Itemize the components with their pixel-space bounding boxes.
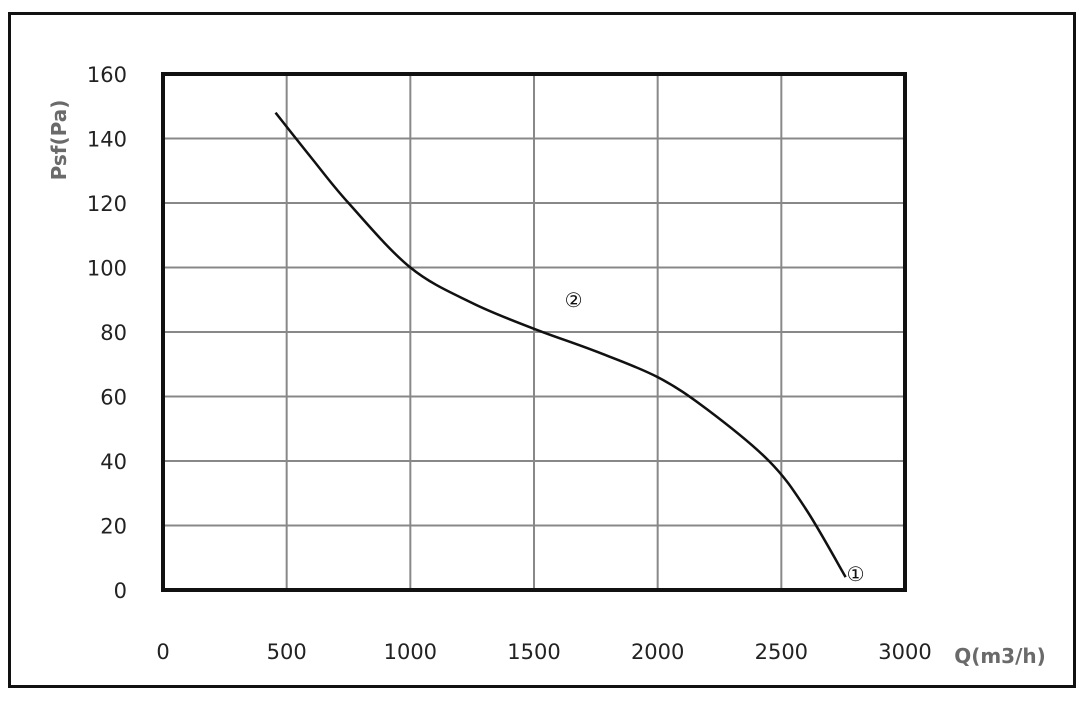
- x-tick-label: 1000: [384, 640, 437, 664]
- curve-point-label: ②: [565, 288, 583, 312]
- x-axis-label: Q(m3/h): [954, 644, 1046, 668]
- curve-point-label: ①: [847, 562, 865, 586]
- y-tick-label: 20: [100, 515, 127, 539]
- x-tick-label: 2500: [755, 640, 808, 664]
- y-tick-label: 0: [114, 579, 127, 603]
- y-tick-label: 80: [100, 321, 127, 345]
- fan-curve-line: [274, 111, 847, 578]
- y-tick-label: 100: [87, 257, 127, 281]
- y-tick-label: 60: [100, 386, 127, 410]
- chart-frame: [8, 12, 1076, 688]
- y-axis-label: Psf(Pa): [47, 100, 71, 181]
- x-tick-label: 1500: [507, 640, 560, 664]
- y-tick-label: 160: [87, 63, 127, 87]
- y-tick-label: 40: [100, 450, 127, 474]
- x-tick-label: 500: [267, 640, 307, 664]
- x-tick-label: 3000: [878, 640, 931, 664]
- y-tick-label: 120: [87, 192, 127, 216]
- x-tick-label: 0: [156, 640, 169, 664]
- y-tick-label: 140: [87, 128, 127, 152]
- x-tick-label: 2000: [631, 640, 684, 664]
- plot-area-border: [161, 72, 907, 592]
